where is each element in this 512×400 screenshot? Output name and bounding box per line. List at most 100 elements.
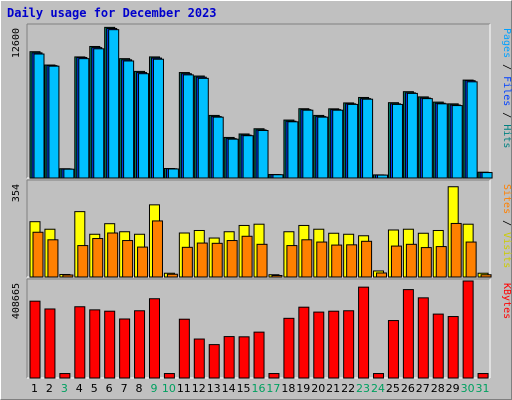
bar-kbytes	[74, 306, 86, 379]
x-tick-label: 2	[46, 382, 53, 395]
bar-pages	[227, 138, 239, 179]
x-tick-label: 17	[266, 382, 280, 395]
bar-kbytes	[447, 316, 459, 379]
right-label-part: /	[501, 214, 512, 232]
x-tick-label: 6	[106, 382, 113, 395]
bar-sites	[316, 241, 328, 278]
bar-sites	[241, 235, 253, 278]
right-label-part: /	[501, 106, 512, 124]
bar-kbytes	[208, 344, 220, 379]
bar-sites	[256, 243, 268, 278]
bar-sites	[420, 247, 432, 278]
right-label-part: Files	[501, 76, 512, 106]
bar-pages	[212, 116, 224, 179]
bar-kbytes	[462, 280, 474, 379]
x-tick-label: 21	[326, 382, 340, 395]
bar-pages	[362, 98, 374, 179]
bar-sites	[47, 239, 59, 278]
bar-pages	[63, 168, 75, 179]
bar-sites	[196, 242, 208, 278]
bar-pages	[377, 174, 389, 179]
bar-pages	[152, 58, 164, 179]
right-label-part: /	[501, 58, 512, 76]
bar-pages	[481, 172, 493, 179]
bar-kbytes	[253, 331, 265, 379]
bar-pages	[466, 81, 478, 179]
x-tick-label: 20	[311, 382, 325, 395]
bar-pages	[391, 103, 403, 179]
bar-sites	[450, 222, 462, 278]
bar-kbytes	[328, 310, 340, 379]
bar-sites	[181, 246, 193, 278]
x-tick-label: 10	[162, 382, 176, 395]
bar-pages	[93, 48, 105, 179]
bar-kbytes	[238, 336, 250, 379]
bar-kbytes	[29, 300, 41, 379]
bar-kbytes	[44, 308, 56, 379]
bar-kbytes	[59, 373, 71, 379]
right-label-part: Hits	[501, 124, 512, 148]
bar-kbytes	[313, 311, 325, 379]
bar-pages	[123, 60, 135, 179]
x-tick-label: 5	[91, 382, 98, 395]
bar-pages	[451, 105, 463, 179]
bar-pages	[48, 65, 60, 179]
x-tick-label: 28	[431, 382, 445, 395]
bar-sites	[271, 274, 283, 278]
bar-kbytes	[134, 310, 146, 379]
bar-kbytes	[432, 313, 444, 379]
bar-kbytes	[402, 289, 414, 379]
bar-pages	[406, 92, 418, 179]
bar-kbytes	[343, 310, 355, 379]
x-tick-label: 15	[237, 382, 251, 395]
x-tick-label: 27	[416, 382, 430, 395]
bar-sites	[376, 272, 388, 278]
right-label-part: Pages	[501, 28, 512, 58]
bar-kbytes	[104, 310, 116, 379]
bar-pages	[108, 29, 120, 179]
x-tick-label: 26	[401, 382, 415, 395]
x-tick-label: 16	[252, 382, 266, 395]
bar-sites	[480, 274, 492, 278]
bar-sites	[390, 245, 402, 278]
chart-title: Daily usage for December 2023	[7, 6, 217, 20]
x-tick-label: 31	[476, 382, 490, 395]
bar-pages	[167, 168, 179, 179]
right-series-label: Sites / Visits	[501, 184, 512, 268]
x-tick-label: 19	[296, 382, 310, 395]
bar-pages	[287, 121, 299, 179]
x-tick-label: 14	[222, 382, 236, 395]
x-tick-label: 4	[76, 382, 83, 395]
x-tick-label: 24	[371, 382, 385, 395]
bar-pages	[347, 103, 359, 179]
y-max-label: 408665	[11, 283, 22, 319]
bar-sites	[331, 244, 343, 278]
bar-sites	[361, 240, 373, 278]
bar-sites	[92, 238, 104, 278]
x-tick-label: 1	[31, 382, 38, 395]
bar-pages	[182, 74, 194, 179]
x-tick-label: 9	[150, 382, 157, 395]
x-tick-label: 12	[192, 382, 206, 395]
bar-kbytes	[373, 373, 385, 379]
bar-sites	[405, 243, 417, 278]
bar-sites	[346, 244, 358, 278]
bar-sites	[226, 240, 238, 278]
x-tick-label: 18	[281, 382, 295, 395]
bar-pages	[138, 73, 150, 179]
x-tick-label: 7	[121, 382, 128, 395]
bar-sites	[137, 246, 149, 278]
bar-pages	[197, 77, 209, 179]
bar-kbytes	[148, 298, 160, 379]
bar-kbytes	[178, 318, 190, 379]
right-label-part: Sites	[501, 184, 512, 214]
bar-kbytes	[193, 338, 205, 379]
right-series-label: Pages / Files / Hits	[501, 28, 512, 148]
bar-kbytes	[387, 320, 399, 379]
bar-kbytes	[358, 286, 370, 379]
bar-sites	[435, 246, 447, 278]
bar-pages	[332, 109, 344, 179]
x-tick-label: 23	[356, 382, 370, 395]
hits-panel: 12600 Pages / Files / Hits	[11, 23, 512, 179]
bar-kbytes	[223, 336, 235, 379]
